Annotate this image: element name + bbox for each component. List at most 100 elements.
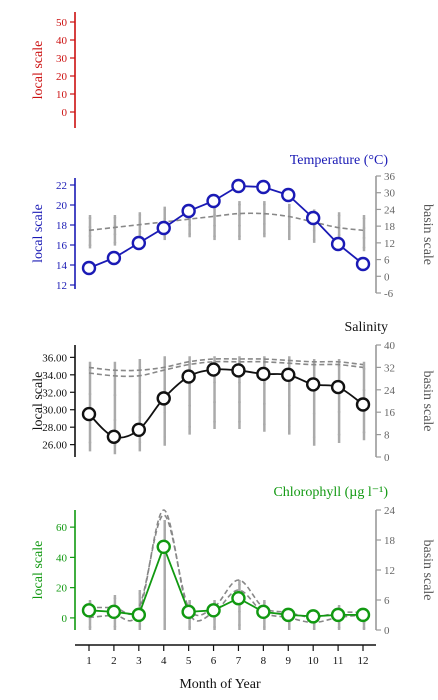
spread-dot bbox=[362, 216, 366, 220]
spread-dot bbox=[263, 382, 266, 385]
local-tick-label: 22 bbox=[56, 180, 67, 192]
spread-dot bbox=[163, 411, 167, 414]
local-tick-label: 40 bbox=[56, 35, 68, 47]
spread-dot bbox=[337, 365, 341, 368]
spread-dot bbox=[113, 625, 117, 628]
spread-dot bbox=[188, 425, 191, 429]
spread-dot bbox=[113, 216, 117, 220]
spread-dot bbox=[287, 225, 291, 228]
local-data-point bbox=[81, 260, 97, 276]
spread-dot bbox=[138, 624, 142, 628]
local-data-point bbox=[181, 369, 196, 384]
local-data-point bbox=[281, 187, 296, 203]
spread-dot bbox=[188, 232, 191, 236]
basin-axis-title: basin scale bbox=[420, 539, 435, 600]
basin-tick-label: 6 bbox=[384, 595, 390, 607]
spread-dot bbox=[163, 558, 167, 561]
local-tick-label: 50 bbox=[56, 17, 68, 29]
local-data-point bbox=[231, 178, 246, 194]
local-tick-label: 18 bbox=[56, 220, 68, 232]
spread-dot bbox=[113, 418, 117, 422]
spread-dot bbox=[188, 625, 191, 629]
spread-dot bbox=[213, 625, 216, 629]
basin-tick-label: 40 bbox=[384, 340, 396, 352]
local-data-point bbox=[106, 429, 122, 444]
spread-dot bbox=[263, 222, 266, 226]
spread-dot bbox=[287, 205, 291, 209]
basin-tick-label: 30 bbox=[384, 188, 396, 200]
spread-dot bbox=[138, 415, 142, 419]
basin-tick-label: 24 bbox=[384, 385, 396, 397]
spread-dot bbox=[163, 617, 167, 621]
spread-dot bbox=[188, 601, 191, 604]
spread-dot bbox=[213, 213, 216, 217]
basin-tick-label: 12 bbox=[384, 238, 395, 250]
basin-tick-label: 0 bbox=[384, 452, 390, 464]
basin-tick-label: 8 bbox=[384, 430, 390, 442]
spread-layer bbox=[88, 201, 366, 630]
spread-dot bbox=[113, 596, 117, 600]
local-data-point bbox=[206, 603, 221, 618]
local-data-point bbox=[156, 391, 171, 406]
spread-dot bbox=[287, 235, 291, 238]
spread-dot bbox=[163, 435, 167, 439]
spread-dot bbox=[312, 627, 316, 630]
spread-dot bbox=[362, 388, 366, 392]
spread-dot bbox=[88, 441, 92, 444]
spread-dot bbox=[263, 422, 266, 426]
spread-dot bbox=[138, 366, 142, 369]
spread-dot bbox=[238, 213, 241, 217]
local-data-point bbox=[131, 235, 147, 251]
spread-dot bbox=[213, 420, 216, 424]
spread-dot bbox=[238, 234, 241, 238]
spread-dot bbox=[287, 626, 291, 630]
spread-dot bbox=[312, 623, 316, 626]
local-tick-label: 20 bbox=[56, 200, 68, 212]
spread-dot bbox=[138, 390, 142, 394]
spread-dot bbox=[263, 601, 266, 604]
spread-dot bbox=[163, 217, 167, 220]
local-tick-label: 30.00 bbox=[42, 405, 67, 417]
local-data-point bbox=[131, 607, 147, 623]
spread-dot bbox=[88, 225, 92, 229]
spread-dot bbox=[113, 443, 117, 447]
basin-curve bbox=[89, 514, 364, 619]
local-data-point bbox=[330, 607, 346, 623]
local-tick-label: 26.00 bbox=[42, 440, 67, 452]
local-data-point bbox=[81, 603, 97, 618]
spread-dot bbox=[263, 232, 266, 235]
spread-dot bbox=[263, 203, 266, 206]
spread-dot bbox=[138, 440, 142, 444]
local-data-point bbox=[330, 236, 346, 252]
spread-dot bbox=[88, 234, 92, 238]
spread-dot bbox=[138, 592, 142, 595]
spread-dot bbox=[163, 362, 167, 366]
spread-dot bbox=[188, 361, 191, 365]
spread-dot bbox=[362, 226, 366, 230]
local-data-point bbox=[355, 397, 371, 412]
local-series-line bbox=[88, 368, 364, 439]
month-tick-label: 12 bbox=[358, 655, 369, 667]
spread-dot bbox=[213, 224, 216, 227]
spread-dot bbox=[312, 412, 316, 415]
month-tick-label: 8 bbox=[261, 655, 267, 667]
spread-dot bbox=[113, 241, 117, 244]
local-data-point bbox=[106, 604, 122, 620]
spread-dot bbox=[362, 431, 366, 434]
local-data-point bbox=[206, 193, 221, 209]
spread-dot bbox=[337, 233, 341, 237]
spread-dot bbox=[362, 626, 366, 630]
spread-dot bbox=[263, 402, 266, 406]
spread-dot bbox=[337, 410, 341, 414]
local-data-point bbox=[81, 406, 97, 422]
spread-dot bbox=[88, 392, 92, 396]
spread-dot bbox=[312, 238, 316, 241]
basin-axis-title: basin scale bbox=[420, 204, 435, 265]
spread-dot bbox=[312, 435, 316, 439]
basin-curve bbox=[88, 357, 364, 372]
month-tick-label: 2 bbox=[111, 655, 117, 667]
month-tick-label: 5 bbox=[186, 655, 192, 667]
spread-dot bbox=[88, 625, 92, 629]
local-data-point bbox=[256, 366, 271, 382]
spread-dot bbox=[113, 393, 117, 397]
